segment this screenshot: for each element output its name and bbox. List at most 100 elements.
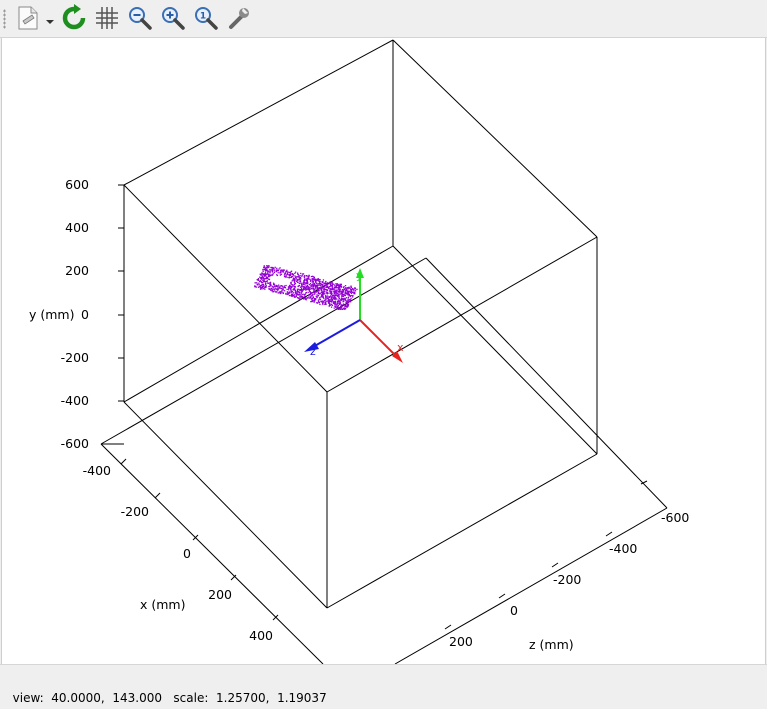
cloud-point bbox=[321, 288, 323, 290]
cloud-point bbox=[274, 266, 276, 268]
cloud-point bbox=[305, 288, 308, 291]
cloud-point bbox=[322, 291, 324, 293]
y-tick-label: 400 bbox=[65, 220, 89, 235]
cloud-point bbox=[276, 269, 278, 271]
cloud-point bbox=[283, 286, 285, 288]
grid-button[interactable] bbox=[93, 4, 121, 32]
cloud-point bbox=[288, 287, 290, 289]
cloud-point bbox=[275, 288, 277, 290]
settings-button[interactable] bbox=[225, 4, 253, 32]
cloud-point bbox=[327, 287, 330, 290]
cloud-point bbox=[262, 285, 264, 288]
cloud-point bbox=[290, 282, 292, 284]
cloud-point bbox=[285, 284, 287, 287]
cloud-point bbox=[272, 282, 275, 284]
cloud-point bbox=[311, 298, 313, 300]
cloud-point bbox=[271, 266, 273, 269]
cloud-point bbox=[322, 279, 325, 281]
cloud-point bbox=[346, 305, 348, 307]
cloud-point bbox=[341, 292, 343, 294]
plot-canvas[interactable]: 600 400 200 0 -200 -400 -600 y (mm) -400… bbox=[1, 38, 766, 664]
unzoom-button[interactable]: 1 bbox=[192, 4, 220, 32]
cloud-point bbox=[300, 272, 302, 275]
cloud-point bbox=[269, 274, 271, 276]
cloud-point bbox=[293, 280, 296, 282]
cloud-point bbox=[305, 289, 307, 291]
cloud-point bbox=[316, 296, 318, 299]
cloud-point bbox=[352, 291, 354, 294]
cloud-point bbox=[265, 270, 267, 272]
cloud-point bbox=[325, 283, 327, 285]
cloud-point bbox=[325, 284, 327, 286]
cloud-point bbox=[323, 282, 326, 284]
cloud-point bbox=[276, 274, 278, 276]
cloud-point bbox=[286, 288, 288, 290]
cloud-point bbox=[330, 282, 332, 284]
cloud-point bbox=[288, 271, 290, 273]
cloud-point bbox=[320, 287, 322, 289]
cloud-point bbox=[314, 278, 317, 280]
cloud-point bbox=[333, 291, 335, 294]
cloud-point bbox=[305, 282, 308, 284]
cloud-point bbox=[292, 278, 294, 280]
cloud-point bbox=[295, 280, 297, 282]
cloud-point bbox=[328, 299, 330, 302]
cloud-point bbox=[267, 266, 269, 268]
cloud-point bbox=[330, 300, 332, 302]
cloud-point bbox=[297, 297, 299, 299]
cloud-point bbox=[346, 304, 348, 306]
cloud-point bbox=[286, 273, 289, 275]
zoom-previous-button[interactable] bbox=[126, 4, 154, 32]
cloud-point bbox=[338, 298, 340, 300]
cloud-point bbox=[338, 288, 340, 290]
cloud-point bbox=[330, 288, 332, 290]
cloud-point bbox=[325, 299, 327, 301]
cloud-point bbox=[353, 293, 355, 295]
export-menu-button[interactable] bbox=[44, 4, 56, 32]
cloud-point bbox=[344, 304, 346, 306]
cloud-point bbox=[259, 273, 261, 275]
cloud-point bbox=[286, 271, 289, 273]
cloud-point bbox=[321, 291, 323, 294]
cloud-point bbox=[326, 289, 328, 291]
cloud-point bbox=[292, 295, 295, 297]
cloud-point bbox=[269, 270, 271, 273]
cloud-point bbox=[312, 278, 314, 280]
cloud-point bbox=[282, 269, 284, 271]
cloud-point bbox=[314, 288, 316, 290]
cloud-point bbox=[259, 280, 262, 282]
cloud-point bbox=[338, 297, 340, 299]
cloud-point bbox=[354, 290, 357, 292]
cloud-point bbox=[350, 299, 352, 301]
export-button[interactable] bbox=[14, 4, 42, 32]
cloud-point bbox=[276, 285, 278, 288]
cloud-point bbox=[305, 278, 307, 280]
cloud-point bbox=[324, 299, 326, 301]
cloud-point bbox=[337, 289, 339, 291]
cloud-point bbox=[331, 303, 333, 305]
toolbar-grip[interactable] bbox=[3, 9, 6, 29]
cloud-point bbox=[291, 273, 293, 275]
zoom-next-button[interactable] bbox=[159, 4, 187, 32]
cloud-point bbox=[347, 293, 349, 295]
cloud-point bbox=[325, 291, 327, 293]
cloud-point bbox=[334, 302, 336, 304]
cloud-point bbox=[306, 297, 308, 299]
cloud-point bbox=[269, 282, 271, 284]
cloud-point bbox=[337, 303, 339, 305]
cloud-point bbox=[313, 276, 315, 279]
cloud-point bbox=[309, 280, 312, 282]
cloud-point bbox=[300, 286, 302, 288]
cloud-point bbox=[320, 289, 323, 291]
cloud-point bbox=[352, 295, 354, 297]
cloud-point bbox=[335, 301, 337, 304]
cloud-point bbox=[279, 267, 281, 269]
replot-button[interactable] bbox=[60, 4, 88, 32]
cloud-point bbox=[294, 286, 296, 288]
cloud-point bbox=[354, 287, 356, 289]
cloud-point bbox=[293, 289, 295, 291]
cloud-point bbox=[308, 296, 310, 298]
cloud-point bbox=[303, 287, 305, 290]
cloud-point bbox=[322, 303, 324, 305]
cloud-point bbox=[262, 270, 264, 273]
